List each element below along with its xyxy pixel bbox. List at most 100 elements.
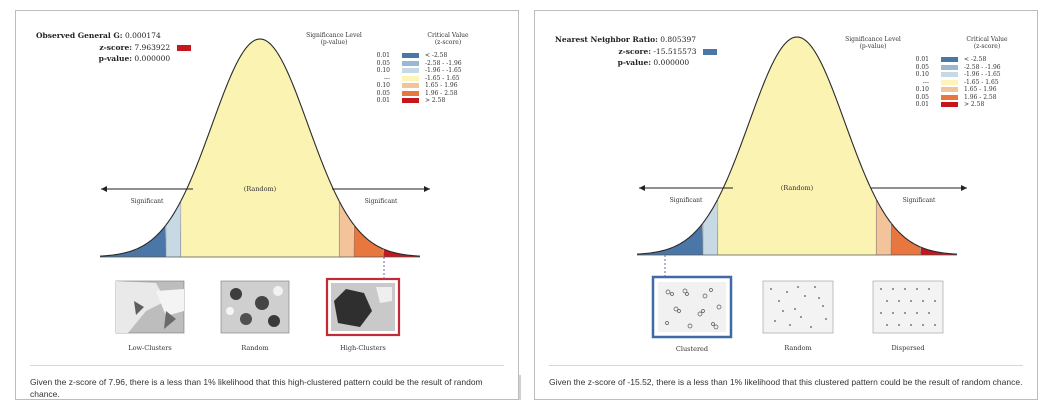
legend-p-value: 0.10 <box>376 67 390 74</box>
low-clusters-dark-patch <box>134 301 144 315</box>
left-bell-curve-graphic: Significant Significant (Random) Low-Clust… <box>99 38 430 352</box>
random-center-label: (Random) <box>781 184 814 192</box>
legend-p-value: --- <box>922 78 929 86</box>
dispersed-points <box>880 288 936 326</box>
legend-swatch <box>402 98 419 103</box>
legend-swatch <box>941 57 958 62</box>
legend-z-range: -1.96 - -1.65 <box>964 71 1001 78</box>
legend-p-value: 0.01 <box>376 52 390 59</box>
left-caption: Given the z-score of 7.96, there is a le… <box>30 377 483 399</box>
p-value-value: 0.000000 <box>653 58 690 67</box>
left-arrow-head <box>639 185 645 191</box>
random-dark-patch <box>230 288 242 300</box>
legend-z-range: < -2.58 <box>964 56 987 63</box>
thumb-label-low-clusters: Low-Clusters <box>128 344 171 352</box>
legend-p-value: 0.01 <box>376 97 390 104</box>
legend-p-value: 0.10 <box>915 71 929 78</box>
z-score-label: z-score: <box>618 47 651 56</box>
band-p010-low <box>702 200 718 255</box>
p-value-line: p-value: 0.000000 <box>555 58 690 67</box>
observed-general-g-label: Observed General G: <box>36 31 123 40</box>
legend-swatch <box>941 64 958 70</box>
legend-swatch <box>941 102 958 107</box>
nearest-neighbor-ratio-line: Nearest Neighbor Ratio: 0.805397 <box>555 35 696 44</box>
legend-p-value: 0.05 <box>915 63 929 71</box>
legend-z-range: < -2.58 <box>425 52 448 59</box>
legend-p-value: 0.05 <box>376 89 390 97</box>
left-thumbnails <box>115 257 401 337</box>
clustered-thumbnail <box>658 282 726 332</box>
legend-swatch <box>402 75 419 81</box>
caption-separator <box>549 365 1023 366</box>
legend-z-range: -1.65 - 1.65 <box>425 74 460 82</box>
thumb-label-high-clusters: High-Clusters <box>340 344 386 352</box>
normal-curve-outline <box>636 36 958 255</box>
legend-swatch <box>941 72 958 77</box>
dispersed-thumbnail <box>872 280 944 334</box>
thumb-label-random: Random <box>784 344 811 352</box>
p-value-value: 0.000000 <box>134 54 171 63</box>
legend-z-range: -1.65 - 1.65 <box>964 78 999 86</box>
general-g-report-panel: Significant Significant (Random) Low-Clust… <box>15 10 519 400</box>
legend-z-range: 1.65 - 1.96 <box>964 86 997 93</box>
left-significant-label: Significant <box>670 197 703 204</box>
random-center-label: (Random) <box>244 185 277 193</box>
caption-separator <box>30 365 504 366</box>
p-value-label: p-value: <box>617 58 651 67</box>
nearest-neighbor-ratio-label: Nearest Neighbor Ratio: <box>555 35 658 44</box>
legend-z-range: -2.58 - -1.96 <box>425 59 462 67</box>
band-p010-low <box>165 202 181 257</box>
left-arrow-head <box>101 186 107 192</box>
legend-swatch <box>402 53 419 58</box>
high-clusters-light-patch <box>376 287 392 303</box>
legend-z-range: -1.96 - -1.65 <box>425 67 462 74</box>
random-light-patch <box>273 286 283 296</box>
random-dark-patch <box>268 315 280 327</box>
band-p010-high <box>876 199 892 255</box>
band-random <box>717 37 877 255</box>
legend-z-range: > 2.58 <box>964 101 985 108</box>
random-thumbnail <box>762 280 834 334</box>
right-arrow-head <box>961 185 967 191</box>
legend-p-value: 0.01 <box>915 56 929 63</box>
band-p010-high <box>339 201 355 257</box>
right-bell-curve-graphic: Significant Significant (Random) <box>636 36 967 353</box>
right-significant-label: Significant <box>903 197 936 204</box>
left-normal-curve: Significant Significant (Random) <box>99 38 430 258</box>
random-dark-patch <box>240 313 252 325</box>
right-significant-label: Significant <box>365 198 398 205</box>
high-clusters-dark-patch <box>334 289 372 327</box>
band-p001-high <box>920 247 957 255</box>
random-dark-patch <box>255 296 269 310</box>
clustered-points <box>665 288 722 330</box>
nearest-neighbor-ratio-value: 0.805397 <box>660 35 697 44</box>
band-random <box>180 39 340 257</box>
legend-z-range: -2.58 - -1.96 <box>964 63 1001 71</box>
band-p001-low <box>100 249 137 257</box>
legend-swatch <box>941 94 958 100</box>
z-score-label: z-score: <box>99 43 132 52</box>
band-p001-low <box>637 247 674 255</box>
thumb-label-clustered: Clustered <box>676 345 708 353</box>
low-clusters-light-patch <box>156 289 184 316</box>
legend-p-value: 0.10 <box>376 82 390 89</box>
z-score-line: z-score: -15.515573 <box>555 47 717 56</box>
random-light-patch <box>226 307 234 315</box>
legend-p-value: 0.05 <box>915 93 929 101</box>
significance-level-header: Significance Level (p-value) <box>845 36 901 50</box>
legend-swatch <box>402 60 419 66</box>
legend-p-value: --- <box>383 74 390 82</box>
thumb-label-random: Random <box>241 344 268 352</box>
random-points <box>770 286 827 328</box>
legend-z-range: > 2.58 <box>425 97 446 104</box>
legend-z-range: 1.96 - 2.58 <box>964 93 997 101</box>
low-clusters-dark-patch <box>164 311 176 329</box>
z-score-value: -15.515573 <box>653 47 697 56</box>
right-normal-curve: Significant Significant (Random) <box>636 36 967 256</box>
legend-z-range: 1.96 - 2.58 <box>425 89 458 97</box>
legend-swatch <box>402 68 419 73</box>
z-score-color-swatch <box>176 45 191 51</box>
left-significant-label: Significant <box>131 198 164 205</box>
legend-swatch <box>941 79 958 85</box>
legend-swatch <box>402 83 419 88</box>
